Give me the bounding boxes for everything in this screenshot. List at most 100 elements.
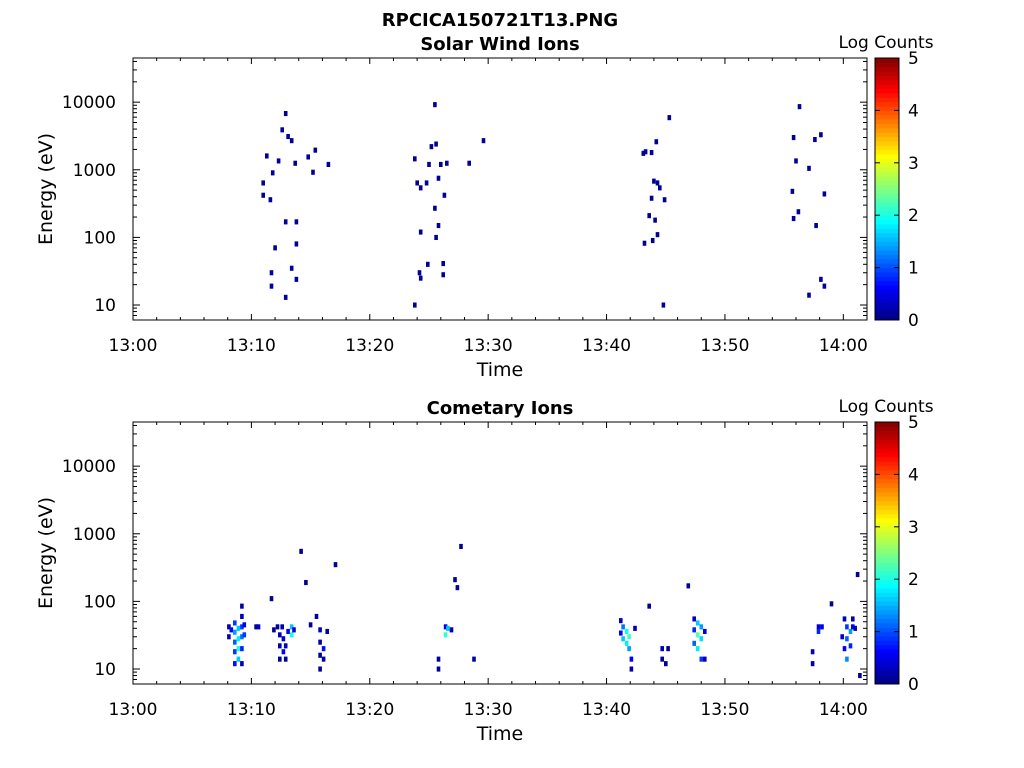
heatmap-cell — [306, 154, 310, 160]
heatmap-cell — [433, 102, 437, 108]
heatmap-cell — [281, 636, 286, 642]
heatmap-cell — [283, 111, 288, 117]
x-axis-label: Time — [476, 723, 524, 745]
colorbar-swatch — [875, 426, 899, 432]
colorbar-swatch — [875, 132, 899, 138]
colorbar: 0 1 2 3 4 5 — [874, 413, 919, 695]
heatmap-cell — [667, 115, 672, 121]
heatmap-cell — [647, 213, 651, 219]
heatmap-cell — [662, 197, 667, 203]
heatmap-cell — [453, 577, 457, 583]
colorbar-swatch — [875, 596, 899, 602]
colorbar-swatch — [875, 653, 899, 659]
heatmap-cell — [326, 161, 331, 167]
heatmap-cell — [233, 639, 237, 645]
heatmap-cell — [822, 283, 827, 289]
colorbar-swatch — [875, 250, 899, 255]
heatmap-cell — [653, 217, 657, 223]
colorbar-swatch — [875, 245, 899, 251]
panel-title: Solar Wind Ions — [420, 34, 579, 55]
heatmap-cell — [703, 656, 707, 662]
heatmap-cell — [424, 180, 429, 186]
colorbar: 0 1 2 3 4 5 — [874, 49, 919, 331]
heatmap-cell — [643, 149, 648, 155]
y-tick-label: 10000 — [62, 457, 116, 477]
heatmap-cell — [417, 270, 422, 276]
heatmap-cell — [321, 646, 326, 652]
colorbar-swatch — [875, 101, 899, 107]
heatmap-cell — [695, 646, 700, 652]
heatmap-cell — [855, 572, 860, 578]
heatmap-cell — [658, 185, 662, 191]
heatmap-cell — [227, 634, 231, 640]
heatmap-cell — [699, 656, 704, 662]
heatmap-cell — [629, 656, 634, 662]
heatmap-cell — [829, 601, 834, 607]
colorbar-swatch — [875, 254, 899, 260]
colorbar-swatch — [875, 106, 899, 111]
panel-solar-wind-ions: Solar Wind Ions Log Counts 13:00 13:10 13:… — [35, 33, 934, 381]
y-tick-label: 100 — [84, 228, 116, 248]
colorbar-swatch — [875, 439, 899, 445]
heatmap-cell — [294, 276, 299, 282]
colorbar-tick-label: 5 — [908, 49, 919, 69]
colorbar-swatch — [875, 474, 899, 480]
colorbar-swatch — [875, 119, 899, 124]
colorbar-swatch — [875, 110, 899, 116]
colorbar-tick-label: 4 — [908, 101, 919, 121]
colorbar-swatch — [875, 627, 899, 633]
colorbar-swatch — [875, 570, 899, 576]
heatmap-cell — [325, 628, 329, 634]
colorbar-swatch — [875, 267, 899, 273]
x-tick-label: 13:00 — [109, 700, 158, 720]
colorbar-swatch — [875, 539, 899, 545]
heatmap-cell — [619, 618, 623, 624]
colorbar-swatch — [875, 649, 899, 654]
colorbar-swatch — [875, 140, 899, 146]
heatmap-cell — [240, 603, 244, 609]
heatmap-cell — [429, 144, 434, 150]
colorbar-label: Log Counts — [838, 397, 933, 417]
heatmap-cell — [294, 219, 299, 225]
colorbar-swatch — [875, 114, 899, 120]
heatmap-cell — [619, 630, 623, 636]
colorbar-swatch — [875, 601, 899, 606]
heatmap-cell — [819, 276, 823, 282]
colorbar-swatch — [875, 306, 899, 312]
colorbar-swatch — [875, 622, 899, 628]
colorbar-tick-label: 5 — [908, 413, 919, 433]
colorbar-swatch — [875, 496, 899, 502]
heatmap-cell — [308, 622, 313, 628]
heatmap-cell — [240, 634, 244, 640]
x-tick-label: 13:50 — [700, 700, 749, 720]
colorbar-swatch — [875, 58, 899, 63]
colorbar-swatch — [875, 210, 899, 216]
heatmap-cell — [695, 620, 700, 626]
colorbar-swatch — [875, 491, 899, 497]
heatmap-cell — [443, 624, 448, 630]
heatmap-cell — [822, 191, 827, 197]
heatmap-cell — [649, 195, 654, 201]
heatmap-cell — [233, 661, 237, 667]
heatmap-cell — [842, 616, 847, 622]
heatmap-cell — [436, 175, 441, 181]
colorbar-swatch — [875, 644, 899, 650]
heatmap-cell — [278, 656, 282, 662]
heatmap-cell — [233, 629, 237, 635]
colorbar-swatch — [875, 544, 899, 550]
heatmap-cell — [455, 585, 460, 591]
heatmap-cell — [227, 624, 231, 630]
colorbar-swatch — [875, 289, 899, 295]
heatmap-cell — [254, 624, 258, 630]
heatmap-cell — [333, 562, 338, 568]
heatmap-cell — [441, 272, 445, 278]
x-axis: 13:00 13:10 13:20 13:30 13:40 13:50 14:00 — [109, 422, 868, 720]
heatmap-cell — [624, 640, 629, 646]
colorbar-swatch — [875, 271, 899, 277]
heatmap-cell — [299, 548, 303, 554]
heatmap-cell — [443, 632, 448, 638]
heatmap-cell — [240, 646, 244, 652]
colorbar-swatch — [875, 71, 899, 76]
heatmap-cell — [647, 603, 651, 609]
colorbar-tick-label: 4 — [908, 465, 919, 485]
